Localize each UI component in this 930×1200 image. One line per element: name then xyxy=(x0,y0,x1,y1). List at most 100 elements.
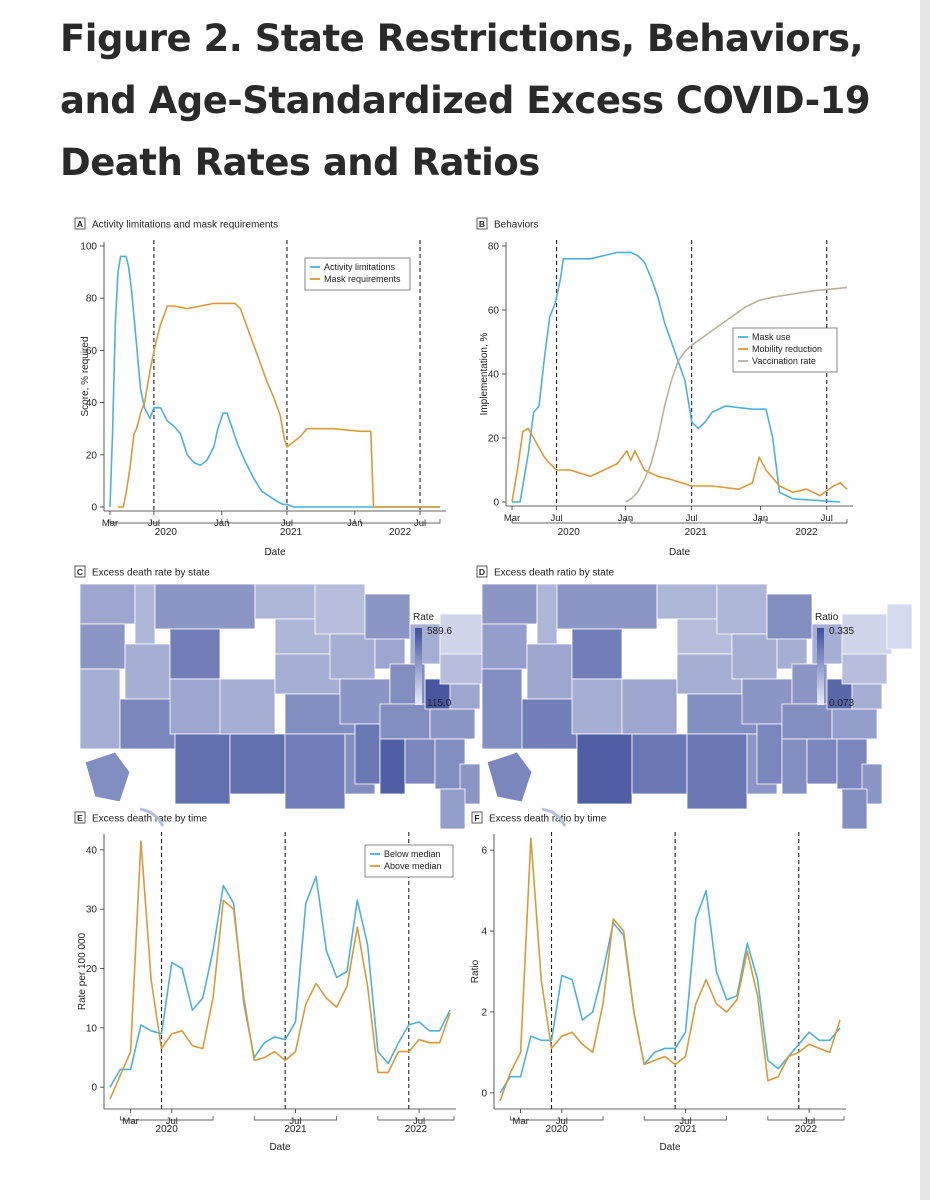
legend-label: Vaccination rate xyxy=(752,356,816,366)
year-label: 2021 xyxy=(674,1124,697,1135)
series-line xyxy=(109,255,440,508)
x-tick-label: Jan xyxy=(753,513,768,524)
year-bracket xyxy=(643,1116,728,1121)
year-label: 2021 xyxy=(284,1124,307,1135)
y-tick-label: 0 xyxy=(481,1088,487,1099)
colorbar xyxy=(415,628,422,705)
state-region xyxy=(886,603,913,650)
x-axis-label: Date xyxy=(659,1142,681,1153)
panel-letter-box xyxy=(74,811,86,824)
state-region xyxy=(656,583,718,620)
state-region xyxy=(481,583,538,625)
state-region xyxy=(174,733,231,805)
year-bracket xyxy=(253,1116,338,1121)
year-label: 2020 xyxy=(155,527,178,538)
page-edge-scrollbar[interactable] xyxy=(920,0,930,1200)
state-region xyxy=(781,703,833,740)
state-region xyxy=(686,733,748,810)
y-tick-label: 4 xyxy=(481,927,487,938)
state-region xyxy=(716,583,768,635)
x-tick-label: Jul xyxy=(686,513,698,524)
state-region xyxy=(219,678,276,735)
state-region xyxy=(481,668,523,750)
panel-letter-box xyxy=(471,811,483,824)
panel-letter: F xyxy=(474,813,479,823)
year-bracket xyxy=(765,519,848,524)
y-tick-label: 10 xyxy=(86,1023,98,1034)
series-line xyxy=(109,875,451,1088)
legend-box xyxy=(304,257,411,291)
series-line xyxy=(512,251,841,503)
state-region xyxy=(169,628,221,680)
state-region xyxy=(169,678,221,735)
state-hawaii xyxy=(139,807,165,827)
y-tick-label: 40 xyxy=(488,370,500,381)
colorbar-min: 0.073 xyxy=(829,698,854,709)
series-line xyxy=(118,302,440,508)
y-tick-label: 40 xyxy=(86,398,98,409)
state-region xyxy=(254,583,316,620)
y-tick-label: 60 xyxy=(86,346,98,357)
y-tick-label: 30 xyxy=(86,905,98,916)
colorbar-title: Ratio xyxy=(815,612,839,623)
state-region xyxy=(676,653,743,695)
state-region xyxy=(379,738,406,795)
state-region xyxy=(154,583,256,630)
panel-title: Activity limitations and mask requiremen… xyxy=(92,220,278,231)
x-tick-label: Jul xyxy=(821,513,833,524)
year-label: 2022 xyxy=(795,527,818,538)
year-bracket xyxy=(511,519,626,524)
x-tick-label: Jul xyxy=(281,518,293,529)
x-tick-label: Mar xyxy=(102,518,118,529)
panel-letter: B xyxy=(479,219,485,229)
panel-title: Excess death ratio by time xyxy=(489,814,607,825)
state-region xyxy=(571,678,623,735)
legend-box xyxy=(364,844,454,878)
state-region xyxy=(429,708,476,740)
panel-letter-box xyxy=(476,217,488,230)
panel-letter-box xyxy=(476,565,488,578)
y-tick-label: 0 xyxy=(91,503,97,514)
x-tick-label: Jan xyxy=(347,518,362,529)
colorbar-max: 589.6 xyxy=(427,626,452,637)
state-region xyxy=(556,583,658,630)
state-region xyxy=(481,623,528,670)
panel-letter: C xyxy=(77,567,83,577)
legend-label: Mask requirements xyxy=(324,274,401,284)
state-region xyxy=(379,703,431,740)
state-region xyxy=(576,733,633,805)
panel-title: Excess death rate by time xyxy=(92,814,207,825)
colorbar-min: 115.0 xyxy=(427,698,452,709)
state-region xyxy=(781,738,808,795)
state-region xyxy=(621,678,678,735)
year-label: 2022 xyxy=(405,1124,428,1135)
panel-d: D Excess death ratio by state Ratio 0.335 0.… xyxy=(476,565,913,830)
series-line xyxy=(499,889,841,1094)
state-region xyxy=(134,583,156,645)
state-region xyxy=(831,708,878,740)
panel-letter: A xyxy=(77,219,83,229)
panel-a: A Activity limitations and mask requireme… xyxy=(74,217,446,558)
state-region xyxy=(364,593,411,640)
y-axis-label: Rate per 100 000 xyxy=(77,932,88,1010)
x-tick-label: Jul xyxy=(556,1116,568,1127)
panel-title: Excess death ratio by state xyxy=(494,568,615,579)
x-tick-label: Mar xyxy=(122,1116,138,1127)
year-bracket xyxy=(509,1116,604,1121)
x-tick-label: Jan xyxy=(618,513,633,524)
state-region xyxy=(766,593,813,640)
x-tick-label: Mar xyxy=(512,1116,528,1127)
panel-title: Behaviors xyxy=(494,220,538,231)
panel-letter-box xyxy=(74,217,86,230)
state-region xyxy=(526,643,573,700)
state-alaska xyxy=(84,751,131,803)
year-label: 2021 xyxy=(685,527,708,538)
colorbar xyxy=(817,628,824,705)
state-region xyxy=(841,788,868,830)
x-tick-label: Jul xyxy=(414,518,426,529)
panel-letter: D xyxy=(479,567,485,577)
x-axis-label: Date xyxy=(669,547,691,558)
year-bracket xyxy=(226,519,356,524)
state-region xyxy=(439,788,466,830)
state-region xyxy=(731,633,778,680)
